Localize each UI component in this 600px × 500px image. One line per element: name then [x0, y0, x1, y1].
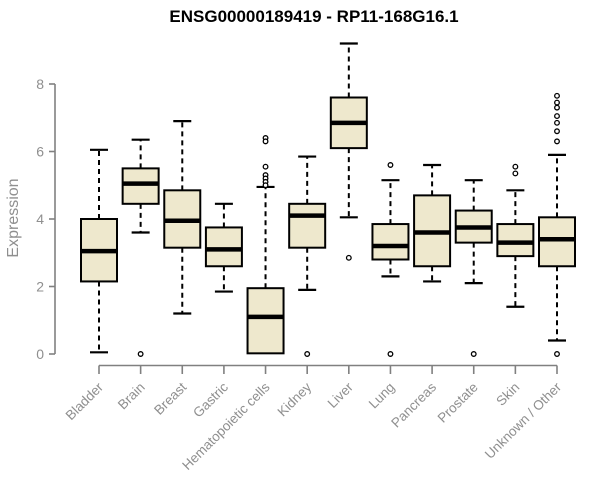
chart-title: ENSG00000189419 - RP11-168G16.1 — [169, 7, 459, 26]
boxplot-pancreas — [413, 163, 452, 283]
iqr-box — [121, 167, 160, 205]
iqr-box — [246, 287, 285, 355]
outlier-point — [387, 162, 394, 168]
outlier-point — [554, 119, 560, 126]
outlier-point — [512, 170, 519, 177]
outlier-point — [554, 99, 560, 106]
outlier-point — [262, 138, 269, 145]
x-tick-label-unknown-other: Unknown / Other — [482, 379, 565, 462]
boxplot-hematopoietic-cells — [246, 135, 285, 355]
iqr-box — [371, 223, 410, 261]
outlier-point — [345, 254, 352, 261]
boxplot-gastric — [204, 202, 243, 293]
boxplot-skin — [496, 163, 535, 308]
x-tick-label-skin: Skin — [493, 380, 522, 409]
iqr-box — [496, 223, 535, 258]
boxplot-lung — [371, 162, 410, 357]
iqr-box — [288, 202, 327, 249]
x-tick-label-bladder: Bladder — [63, 379, 107, 423]
y-tick-label: 2 — [36, 279, 44, 295]
outlier-point — [554, 92, 560, 99]
boxplot-brain — [121, 138, 160, 357]
outlier-point — [512, 163, 519, 170]
iqr-box — [538, 216, 576, 268]
outlier-point — [262, 182, 269, 189]
y-axis: 0 2 4 6 8 — [36, 76, 56, 362]
x-tick-label-pancreas: Pancreas — [388, 379, 439, 430]
boxplot-bladder — [80, 148, 118, 354]
boxplot-kidney — [288, 155, 327, 357]
outlier-point — [554, 351, 560, 357]
outlier-point — [554, 113, 560, 120]
outlier-point — [387, 351, 394, 357]
iqr-box — [204, 226, 243, 268]
outlier-point — [262, 163, 269, 170]
x-tick-label-lung: Lung — [366, 380, 398, 412]
x-tick-label-prostate: Prostate — [435, 380, 481, 426]
boxplot-breast — [163, 120, 202, 315]
x-tick-label-kidney: Kidney — [275, 379, 315, 419]
y-tick-label: 8 — [36, 76, 44, 92]
x-tick-label-breast: Breast — [151, 379, 189, 417]
y-tick-label: 4 — [36, 211, 44, 227]
x-tick-label-liver: Liver — [325, 379, 357, 411]
boxplot-unknown-other — [538, 92, 576, 357]
outlier-point — [554, 138, 560, 145]
x-tick-label-gastric: Gastric — [190, 379, 231, 420]
outlier-point — [137, 351, 144, 357]
outlier-point — [554, 128, 560, 135]
x-tick-label-brain: Brain — [115, 380, 148, 413]
outlier-point — [304, 351, 311, 357]
y-tick-label: 0 — [36, 346, 44, 362]
outlier-point — [554, 104, 560, 111]
outlier-point — [470, 351, 477, 357]
boxplot-prostate — [454, 179, 493, 357]
y-tick-label: 6 — [36, 144, 44, 160]
boxplot-liver — [329, 42, 368, 261]
